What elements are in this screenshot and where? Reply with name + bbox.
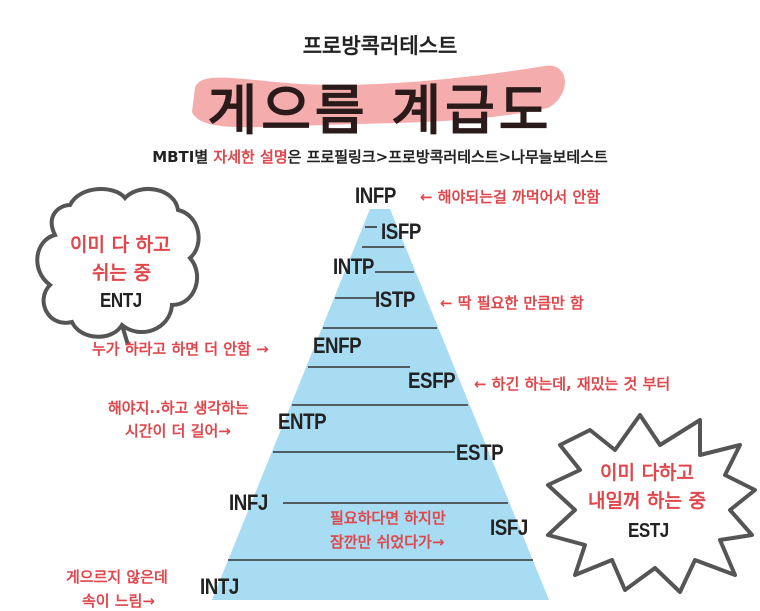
note-enfp: 누가 하라고 하면 더 안함 →	[92, 340, 269, 358]
cloud-tail	[120, 324, 130, 346]
burst-text-2: 내일꺼 하는 중	[588, 490, 707, 512]
note-entp-1: 해야지..하고 생각하는	[108, 399, 249, 417]
cloud-type-entj: ENTJ	[100, 290, 142, 312]
type-enfp: ENFP	[313, 333, 362, 358]
note-entp-2: 시간이 더 길어→	[125, 422, 231, 440]
type-isfp: ISFP	[381, 219, 421, 244]
type-intp: INTP	[333, 254, 374, 279]
cloud-text-1: 이미 다 하고	[70, 234, 171, 256]
cloud-text-2: 쉬는 중	[92, 262, 152, 284]
type-estp: ESTP	[456, 440, 504, 465]
type-istp: ISTP	[375, 287, 415, 312]
burst-type-estj: ESTJ	[628, 520, 669, 542]
brand-title: 프로방콕러테스트	[302, 34, 458, 58]
subtitle-highlight: 자세한 설명	[213, 148, 288, 166]
note-isfj-2: 잠깐만 쉬었다가→	[330, 533, 445, 551]
starburst-bubble	[546, 413, 757, 594]
type-entp: ENTP	[278, 409, 327, 434]
title-brush-highlight	[192, 65, 565, 128]
note-intj-1: 게으르지 않은데	[66, 568, 168, 586]
type-infj: INFJ	[229, 490, 268, 515]
note-esfp: ← 하긴 하는데, 재밌는 것 부터	[474, 375, 671, 393]
note-infp: ← 해야되는걸 까먹어서 안함	[420, 188, 601, 206]
subtitle: MBTI별 자세한 설명은 프로필링크>프로방콕러테스트>나무늘보테스트	[0, 146, 760, 167]
page-title: 게으름 계급도	[207, 79, 553, 142]
note-istp: ← 딱 필요한 만큼만 함	[440, 294, 584, 312]
burst-text-1: 이미 다하고	[600, 462, 695, 484]
type-isfj: ISFJ	[490, 515, 528, 540]
type-esfp: ESFP	[408, 368, 456, 393]
subtitle-suffix: 은 프로필링크>프로방콕러테스트>나무늘보테스트	[287, 148, 608, 166]
note-intj-2: 속이 느림→	[82, 592, 155, 610]
cloud-bubble	[35, 186, 201, 339]
pyramid-tier-lines	[228, 226, 533, 561]
subtitle-prefix: MBTI별	[152, 148, 214, 166]
type-infp: INFP	[355, 183, 396, 208]
type-intj: INTJ	[200, 574, 239, 599]
note-isfj-1: 필요하다면 하지만	[330, 509, 446, 527]
